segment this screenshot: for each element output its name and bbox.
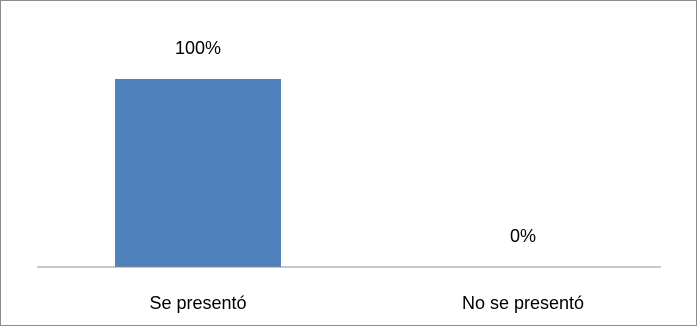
data-label-1: 100%	[175, 38, 221, 58]
data-labels-group: 100% 0%	[175, 38, 536, 246]
category-label-2: No se presentó	[462, 293, 584, 313]
category-labels-group: Se presentó No se presentó	[149, 293, 584, 313]
bars-group	[115, 79, 281, 267]
bar-1	[115, 79, 281, 267]
category-label-1: Se presentó	[149, 293, 246, 313]
data-label-2: 0%	[510, 226, 536, 246]
